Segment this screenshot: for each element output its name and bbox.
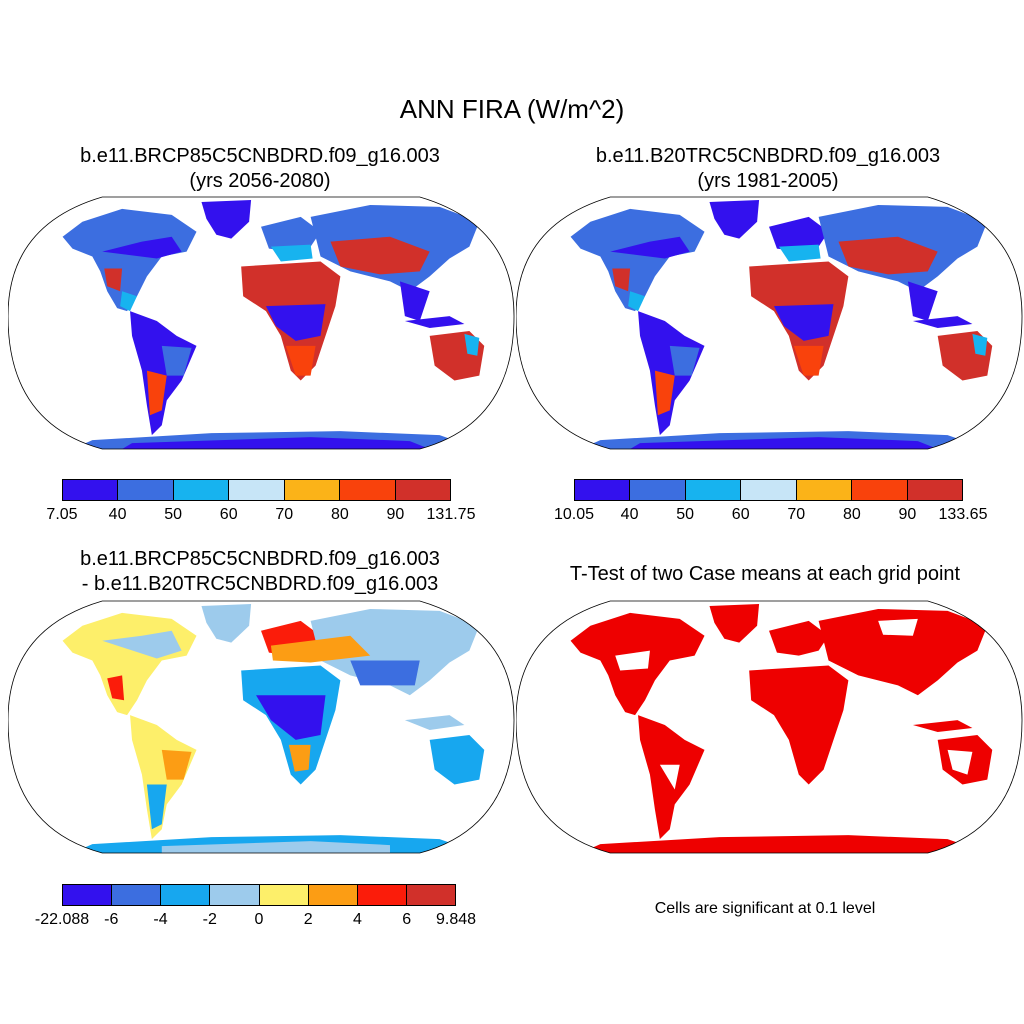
map-panel-4 (516, 600, 1023, 854)
colorbar-swatch (630, 480, 686, 500)
colorbar-tick-label: 80 (330, 506, 349, 523)
colorbar-tick-label: -22.088 (34, 911, 90, 928)
continents (62, 603, 485, 854)
map-panel-3 (8, 600, 515, 854)
colorbar-swatch (741, 480, 797, 500)
panel-1-title: b.e11.BRCP85C5CNBDRD.f09_g16.003 (yrs 20… (30, 144, 490, 194)
continents (570, 199, 993, 450)
colorbar-tick-label: 80 (842, 506, 861, 523)
colorbar-tick-label: -6 (104, 911, 119, 928)
colorbar-tick-label: 50 (676, 506, 695, 523)
colorbar-tick-label: 60 (731, 506, 750, 523)
panel-2-title-line1: b.e11.B20TRC5CNBDRD.f09_g16.003 (595, 145, 941, 167)
colorbar-labels-panel-2: 10.05 40 50 60 70 80 90 133.65 (554, 506, 987, 526)
colorbar-swatch (112, 885, 162, 905)
colorbar-tick-label: 10.05 (553, 506, 595, 523)
colorbar-swatch (907, 480, 962, 500)
panel-4-title: T-Test of two Case means at each grid po… (569, 563, 961, 585)
panel-1-title-line2: (yrs 2056-2080) (189, 170, 331, 192)
panel-2-title-line2: (yrs 1981-2005) (697, 170, 839, 192)
colorbar-tick-label: 90 (386, 506, 405, 523)
colorbar-swatch (340, 480, 396, 500)
colorbar-tick-label: 7.05 (46, 506, 78, 523)
colorbar-swatch (210, 885, 260, 905)
colorbar-swatch (406, 885, 455, 905)
colorbar-tick-label: 2 (303, 911, 313, 928)
colorbar-tick-label: 70 (275, 506, 294, 523)
colorbar-swatch (63, 885, 113, 905)
colorbar-labels-panel-3: -22.088 -6 -4 -2 0 2 4 6 9.848 (35, 911, 476, 931)
panel-3-title-line1: b.e11.BRCP85C5CNBDRD.f09_g16.003 (80, 548, 440, 570)
colorbar-panel-3 (62, 884, 456, 906)
colorbar-tick-label: 40 (620, 506, 639, 523)
globe-outline (516, 600, 1023, 854)
colorbar-tick-label: 4 (353, 911, 362, 928)
colorbar-tick-label: 0 (254, 911, 264, 928)
colorbar-swatch (284, 480, 341, 500)
colorbar-tick-label: -2 (202, 911, 217, 928)
globe-outline (8, 196, 515, 450)
colorbar-tick-label: 50 (164, 506, 183, 523)
significant-cells (570, 603, 993, 854)
colorbar-tick-label: 60 (219, 506, 238, 523)
colorbar-tick-label: 70 (787, 506, 806, 523)
colorbar-swatch (575, 480, 631, 500)
colorbar-swatch (395, 480, 450, 500)
panel-3-title: b.e11.BRCP85C5CNBDRD.f09_g16.003 - b.e11… (30, 547, 490, 597)
colorbar-swatch (685, 480, 742, 500)
colorbar-swatch (357, 885, 407, 905)
colorbar-panel-1 (62, 479, 451, 501)
panel-2-title: b.e11.B20TRC5CNBDRD.f09_g16.003 (yrs 198… (538, 144, 998, 194)
colorbar-swatch (173, 480, 230, 500)
map-panel-2 (516, 196, 1023, 450)
colorbar-panel-2 (574, 479, 963, 501)
colorbar-tick-label: 6 (402, 911, 412, 928)
colorbar-tick-label: 9.848 (435, 911, 477, 928)
colorbar-swatch (308, 885, 358, 905)
significance-note: Cells are significant at 0.1 level (654, 900, 876, 917)
colorbar-labels-panel-1: 7.05 40 50 60 70 80 90 131.75 (46, 506, 475, 526)
panel-1-title-line1: b.e11.BRCP85C5CNBDRD.f09_g16.003 (80, 145, 440, 167)
globe-outline (8, 600, 515, 854)
colorbar-swatch (796, 480, 853, 500)
colorbar-swatch (118, 480, 174, 500)
colorbar-tick-label: 133.65 (938, 506, 988, 523)
colorbar-swatch (852, 480, 908, 500)
globe-outline (516, 196, 1023, 450)
colorbar-tick-label: 90 (898, 506, 917, 523)
colorbar-swatch (229, 480, 285, 500)
continents (62, 199, 485, 450)
colorbar-swatch (259, 885, 309, 905)
colorbar-tick-label: 40 (108, 506, 127, 523)
colorbar-tick-label: -4 (153, 911, 168, 928)
non-significant-gaps (615, 618, 973, 790)
colorbar-swatch (161, 885, 211, 905)
panel-3-title-line2: - b.e11.B20TRC5CNBDRD.f09_g16.003 (81, 573, 439, 595)
map-panel-1 (8, 196, 515, 450)
colorbar-swatch (63, 480, 119, 500)
colorbar-tick-label: 131.75 (426, 506, 476, 523)
figure-title: ANN FIRA (W/m^2) (399, 94, 625, 124)
